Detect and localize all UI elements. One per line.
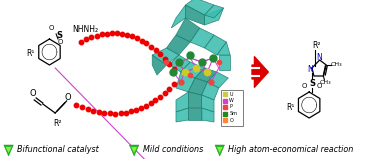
- Text: O: O: [57, 39, 63, 45]
- Polygon shape: [215, 145, 225, 156]
- Polygon shape: [181, 62, 204, 78]
- Polygon shape: [6, 147, 11, 153]
- Polygon shape: [171, 5, 186, 28]
- Text: N: N: [317, 53, 322, 62]
- Text: Sm: Sm: [229, 111, 237, 116]
- Text: CH₃: CH₃: [319, 80, 331, 86]
- Text: O: O: [49, 25, 54, 31]
- Polygon shape: [169, 55, 190, 72]
- Text: High atom-economical reaction: High atom-economical reaction: [228, 145, 354, 155]
- Polygon shape: [176, 18, 200, 42]
- Polygon shape: [208, 72, 228, 88]
- Polygon shape: [176, 72, 195, 92]
- Polygon shape: [186, 5, 204, 25]
- Polygon shape: [219, 55, 230, 70]
- Polygon shape: [129, 145, 139, 156]
- Polygon shape: [190, 28, 214, 48]
- Polygon shape: [188, 78, 208, 95]
- Text: O: O: [30, 89, 37, 97]
- Polygon shape: [204, 8, 223, 25]
- Text: Mild conditions: Mild conditions: [143, 145, 203, 155]
- Polygon shape: [176, 92, 188, 112]
- Polygon shape: [217, 42, 230, 55]
- Polygon shape: [131, 147, 137, 153]
- Polygon shape: [152, 55, 166, 75]
- Polygon shape: [202, 82, 219, 100]
- Polygon shape: [202, 108, 214, 122]
- Text: R¹: R¹: [26, 49, 35, 59]
- Text: R²: R²: [313, 41, 321, 51]
- Text: W: W: [229, 98, 234, 103]
- Text: S: S: [56, 31, 62, 39]
- Text: NHNH₂: NHNH₂: [72, 25, 98, 35]
- Polygon shape: [166, 35, 190, 55]
- Text: Bifunctional catalyst: Bifunctional catalyst: [17, 145, 99, 155]
- Polygon shape: [176, 108, 188, 122]
- Text: R²: R²: [53, 118, 61, 128]
- Text: U: U: [229, 91, 233, 97]
- Polygon shape: [204, 5, 223, 18]
- Text: O: O: [302, 83, 307, 89]
- Text: R¹: R¹: [286, 104, 294, 113]
- Polygon shape: [186, 0, 214, 15]
- Text: O: O: [229, 118, 233, 122]
- Text: N: N: [307, 65, 313, 73]
- Polygon shape: [188, 108, 202, 120]
- Polygon shape: [152, 48, 179, 65]
- Text: S: S: [309, 79, 315, 87]
- Polygon shape: [202, 95, 214, 112]
- Polygon shape: [188, 92, 202, 108]
- Text: P: P: [229, 104, 232, 110]
- FancyBboxPatch shape: [221, 90, 243, 125]
- Polygon shape: [204, 35, 226, 55]
- Text: O: O: [64, 93, 71, 101]
- Polygon shape: [4, 145, 13, 156]
- Text: O: O: [317, 83, 322, 89]
- Text: CH₃: CH₃: [331, 62, 343, 68]
- FancyArrowPatch shape: [252, 57, 268, 87]
- Polygon shape: [217, 147, 223, 153]
- Polygon shape: [195, 68, 217, 82]
